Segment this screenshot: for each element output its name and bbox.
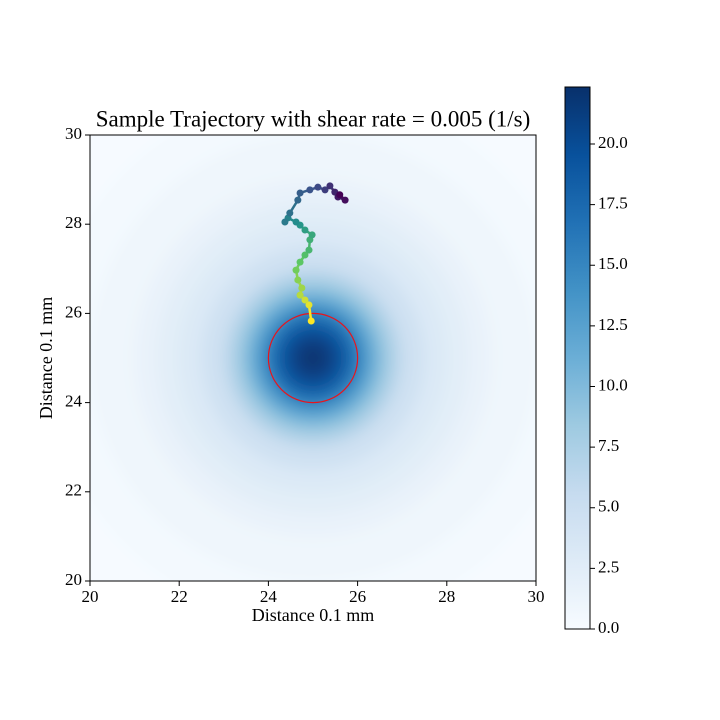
y-tick-label: 24 <box>65 392 83 411</box>
trajectory-point <box>308 231 316 239</box>
trajectory-point <box>301 296 309 304</box>
heatmap-field <box>90 135 536 581</box>
trajectory-point <box>326 182 334 190</box>
trajectory-point <box>286 209 294 217</box>
colorbar-tick-label: 10.0 <box>598 375 628 394</box>
chart-title: Sample Trajectory with shear rate = 0.00… <box>96 106 531 131</box>
x-tick-label: 24 <box>260 587 278 606</box>
trajectory-point <box>341 196 349 204</box>
x-tick-label: 28 <box>438 587 455 606</box>
colorbar-tick-label: 5.0 <box>598 497 619 516</box>
trajectory-point <box>301 251 309 259</box>
trajectory-point <box>306 186 314 194</box>
x-axis-label: Distance 0.1 mm <box>252 605 374 625</box>
trajectory-point <box>292 218 300 226</box>
trajectory-point <box>292 266 300 274</box>
y-tick-label: 30 <box>65 124 82 143</box>
y-tick-label: 26 <box>65 302 82 321</box>
trajectory-point <box>294 276 302 284</box>
trajectory-point <box>307 317 315 325</box>
trajectory-point <box>301 226 309 234</box>
x-tick-label: 30 <box>528 587 545 606</box>
colorbar-tick-label: 12.5 <box>598 315 628 334</box>
trajectory-point <box>296 291 304 299</box>
colorbar <box>564 86 591 630</box>
colorbar-tick-label: 0.0 <box>598 618 619 637</box>
colorbar-tick-label: 7.5 <box>598 436 619 455</box>
colorbar-tick-label: 20.0 <box>598 133 628 152</box>
trajectory-point <box>294 196 302 204</box>
colorbar-tick-label: 17.5 <box>598 194 628 213</box>
colorbar-tick-label: 15.0 <box>598 254 628 273</box>
trajectory-point <box>314 183 322 191</box>
y-axis-label: Distance 0.1 mm <box>36 297 56 419</box>
trajectory-point <box>296 258 304 266</box>
heatmap <box>90 135 536 581</box>
trajectory-point <box>298 284 306 292</box>
trajectory-point <box>336 191 344 199</box>
plot-frame <box>89 134 537 582</box>
trajectory-point <box>305 301 313 309</box>
x-tick-label: 26 <box>349 587 366 606</box>
trajectory-point <box>296 189 304 197</box>
y-tick-label: 20 <box>65 570 82 589</box>
x-tick-label: 20 <box>82 587 99 606</box>
x-tick-label: 22 <box>171 587 188 606</box>
trajectory-point <box>305 246 313 254</box>
y-tick-label: 28 <box>65 213 82 232</box>
trajectory-point <box>281 218 289 226</box>
boundary-circle <box>267 312 359 404</box>
colorbar-tick-label: 2.5 <box>598 557 619 576</box>
heatmap-ring <box>312 357 314 359</box>
trajectory-point <box>321 186 329 194</box>
y-tick-label: 22 <box>65 481 82 500</box>
